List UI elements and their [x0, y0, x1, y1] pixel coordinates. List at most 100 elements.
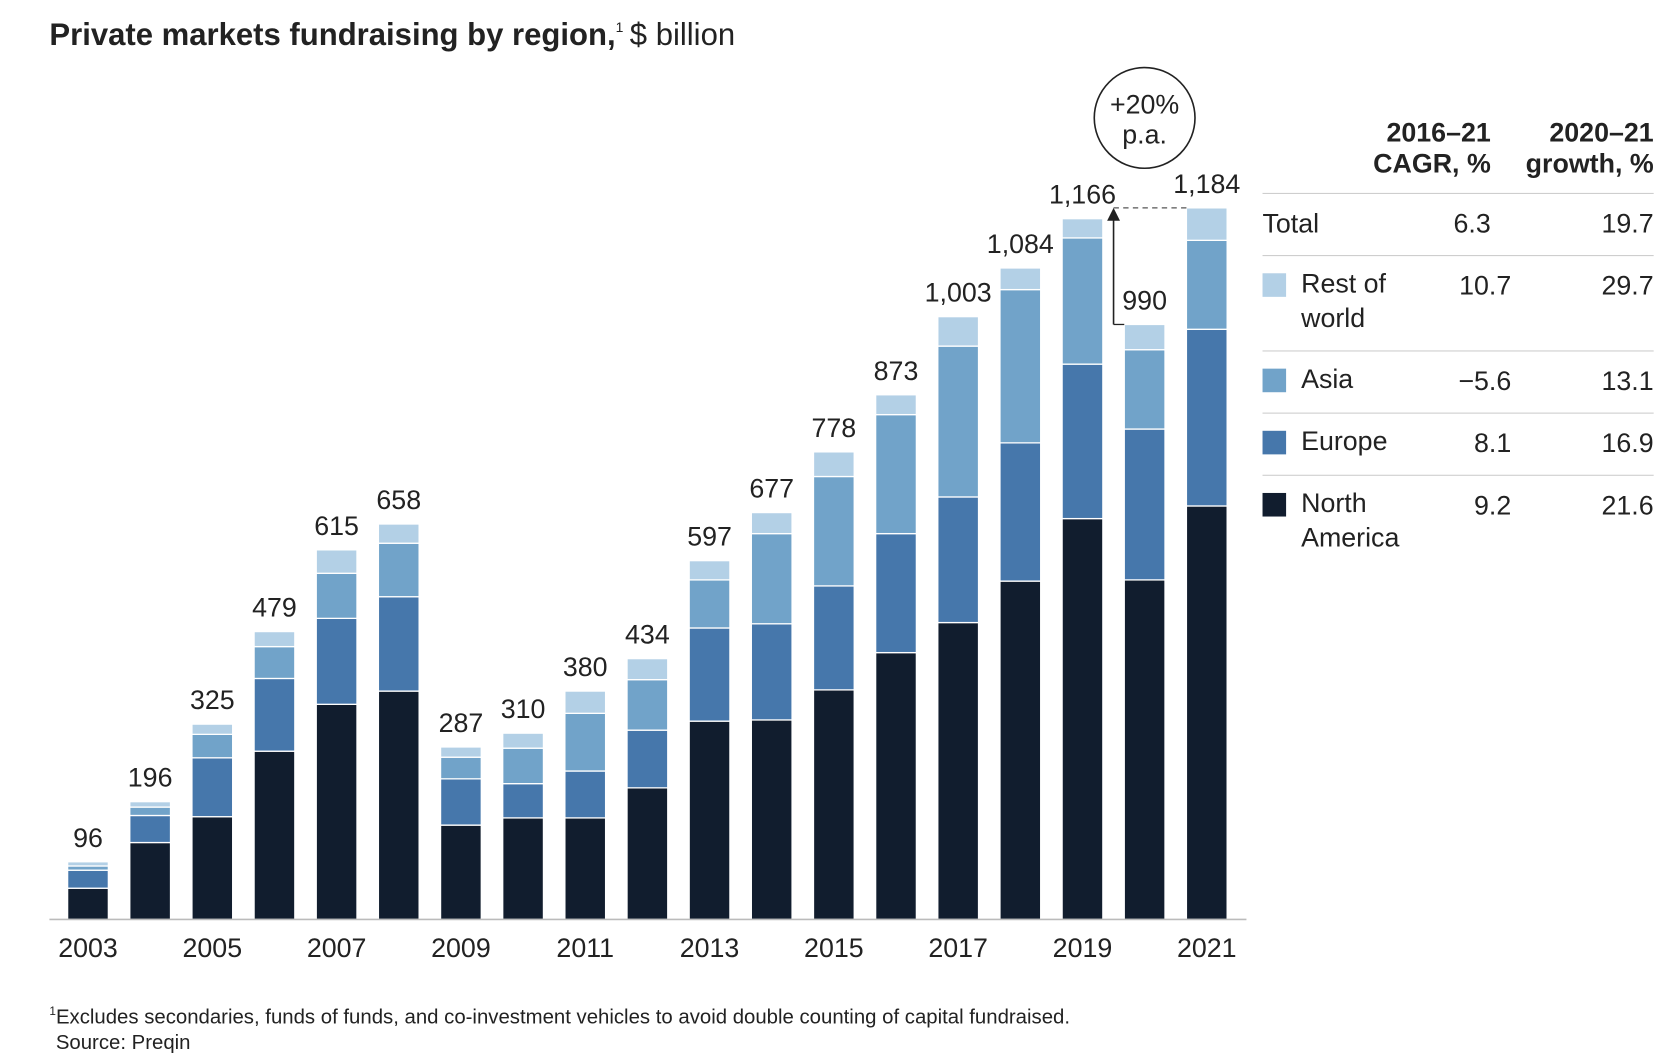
- bar-segment: [253, 677, 296, 752]
- cagr: 6.3: [1453, 208, 1491, 239]
- total-label: 677: [749, 474, 794, 504]
- annotation: p.a.: [1122, 120, 1167, 150]
- total-label: 873: [874, 356, 919, 386]
- bar-segment: [1061, 363, 1104, 520]
- bar-segment: [812, 451, 855, 478]
- x-tick-label: 2005: [183, 933, 243, 963]
- bar-segment: [439, 824, 482, 921]
- table-row: North America 9.2 21.6: [1262, 474, 1654, 570]
- footnote: 1Excludes secondaries, funds of funds, a…: [49, 1005, 1070, 1029]
- bar-segment: [191, 757, 234, 818]
- growth: 29.7: [1601, 271, 1654, 302]
- total-label: 287: [439, 708, 484, 738]
- bar-segment: [937, 496, 980, 624]
- total-label: 778: [812, 413, 857, 443]
- legend-item: North America: [1262, 489, 1409, 555]
- bar-segment: [502, 782, 545, 819]
- bar-segment: [688, 627, 731, 722]
- bar-segment: [253, 750, 296, 921]
- cagr: 9.2: [1474, 490, 1512, 521]
- total-label: 96: [73, 823, 103, 853]
- bar-segment: [626, 679, 669, 731]
- legend-item: Asia: [1262, 364, 1409, 397]
- bar-segment: [875, 394, 918, 416]
- bar-segment: [750, 719, 793, 921]
- bar-segment: [439, 746, 482, 758]
- bar-segment: [875, 532, 918, 654]
- bar-segment: [999, 580, 1042, 921]
- bar-segment: [1123, 349, 1166, 430]
- bar-segment: [812, 475, 855, 587]
- header-line: CAGR, %: [1373, 148, 1491, 179]
- title-text: Private markets fundraising by region,: [49, 17, 615, 52]
- table-row: Total 6.3 19.7: [1262, 192, 1654, 255]
- legend-item: Europe: [1262, 427, 1409, 459]
- bar-segment: [875, 651, 918, 921]
- bar-segment: [626, 729, 669, 789]
- growth: 13.1: [1601, 366, 1654, 397]
- annotation-circle: [1093, 66, 1196, 170]
- bar-segment: [377, 596, 420, 692]
- bar-segment: [937, 621, 980, 921]
- bar-segment: [564, 712, 607, 772]
- bar-segment: [377, 542, 420, 598]
- bar-segment: [812, 585, 855, 691]
- bar-segment: [1185, 505, 1228, 921]
- bar-segment: [1185, 328, 1228, 507]
- bar-segment: [129, 814, 172, 844]
- total-label: 658: [376, 485, 421, 515]
- bar-segment: [1123, 323, 1166, 351]
- bar-segment: [1185, 207, 1228, 241]
- bar-segment: [812, 689, 855, 921]
- bar-segment: [66, 887, 109, 921]
- bar-segment: [1123, 428, 1166, 581]
- footnote-text: Excludes secondaries, funds of funds, an…: [56, 1006, 1070, 1028]
- bar-segment: [688, 720, 731, 921]
- total-label: 1,166: [1049, 180, 1116, 210]
- legend-label: Asia: [1301, 364, 1354, 395]
- annotation: +20%: [1110, 90, 1179, 120]
- bar-segment: [1061, 237, 1104, 365]
- legend-swatch: [1262, 273, 1287, 297]
- bar-segment: [315, 549, 358, 574]
- x-tick-label: 2021: [1177, 933, 1237, 963]
- bar-segment: [377, 523, 420, 544]
- bar-segment: [564, 690, 607, 714]
- x-tick-label: 2017: [928, 933, 988, 963]
- total-label: 310: [501, 694, 546, 724]
- cagr: 8.1: [1474, 428, 1512, 459]
- table-row: Rest of world 10.7 29.7: [1262, 255, 1654, 350]
- total-label: 380: [563, 652, 608, 682]
- cagr: −5.6: [1458, 366, 1512, 397]
- bar-segment: [439, 756, 482, 780]
- x-tick-label: 2003: [58, 933, 118, 963]
- header-line: 2020–21: [1549, 117, 1654, 148]
- x-tick-label: 2011: [556, 933, 614, 963]
- table-header: 2016–21 CAGR, % 2020–21 growth, %: [1263, 117, 1654, 193]
- x-tick-label: 2013: [680, 933, 740, 963]
- cagr: 10.7: [1459, 271, 1512, 302]
- bar-segment: [750, 532, 793, 625]
- bar-segment: [999, 288, 1042, 444]
- bar-segment: [626, 787, 669, 921]
- unit: $ billion: [630, 17, 735, 52]
- legend-label: North America: [1301, 488, 1400, 553]
- bar-segment: [999, 442, 1042, 582]
- growth: 21.6: [1601, 490, 1654, 521]
- total-label: 325: [190, 685, 235, 715]
- bar-segment: [129, 841, 172, 921]
- legend-label: Rest of world: [1301, 268, 1386, 334]
- bar-segment: [937, 316, 980, 347]
- total-label: 434: [625, 620, 670, 650]
- bar-segment: [191, 723, 234, 736]
- bar-segment: [502, 747, 545, 785]
- footnote-mark: 1: [49, 1005, 56, 1018]
- bar-segment: [66, 861, 109, 867]
- total-label: 1,184: [1173, 169, 1240, 199]
- legend-swatch: [1262, 492, 1287, 517]
- x-tick-label: 2019: [1053, 933, 1113, 963]
- bar-segment: [253, 645, 296, 680]
- bar-segment: [315, 617, 358, 705]
